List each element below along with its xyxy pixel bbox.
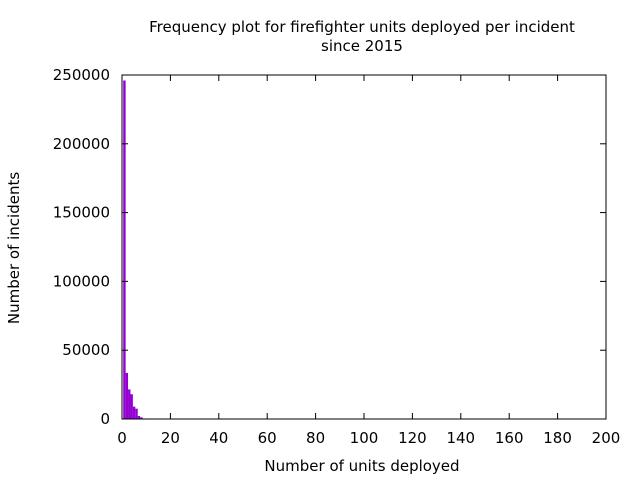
- x-tick-label: 60: [258, 429, 277, 447]
- histogram-bar: [137, 415, 141, 419]
- plot-frame: [121, 74, 607, 420]
- histogram-bar: [123, 80, 126, 419]
- y-tick-label: 200000: [53, 135, 110, 153]
- y-tick-label: 100000: [53, 272, 110, 290]
- chart-subtitle: since 2015: [321, 37, 403, 55]
- histogram-bar: [128, 389, 131, 419]
- x-tick-label: 180: [543, 429, 572, 447]
- x-tick-label: 40: [209, 429, 228, 447]
- histogram-bar: [125, 372, 129, 419]
- chart-title: Frequency plot for firefighter units dep…: [149, 18, 575, 36]
- x-tick-label: 20: [161, 429, 180, 447]
- x-tick-label: 160: [495, 429, 524, 447]
- histogram-bar: [140, 417, 143, 419]
- y-axis-label: Number of incidents: [5, 172, 23, 324]
- y-tick-label: 0: [100, 410, 110, 428]
- x-tick-label: 120: [398, 429, 427, 447]
- y-axis-ticks: 0 50000 100000 150000 200000 250000: [53, 66, 606, 428]
- histogram-bar: [130, 394, 133, 419]
- y-tick-label: 250000: [53, 66, 110, 84]
- x-tick-label: 140: [446, 429, 475, 447]
- x-axis-ticks: 0 20 40 60 80 100 120 140 160 180 200: [117, 75, 620, 447]
- y-tick-label: 150000: [53, 204, 110, 222]
- histogram-bar: [132, 406, 136, 419]
- x-axis-label: Number of units deployed: [264, 457, 459, 475]
- bars-group: [123, 80, 148, 419]
- x-tick-label: 80: [306, 429, 325, 447]
- histogram-bar: [135, 408, 138, 419]
- x-tick-label: 0: [117, 429, 127, 447]
- y-tick-label: 50000: [62, 341, 110, 359]
- x-tick-label: 100: [350, 429, 379, 447]
- x-tick-label: 200: [592, 429, 621, 447]
